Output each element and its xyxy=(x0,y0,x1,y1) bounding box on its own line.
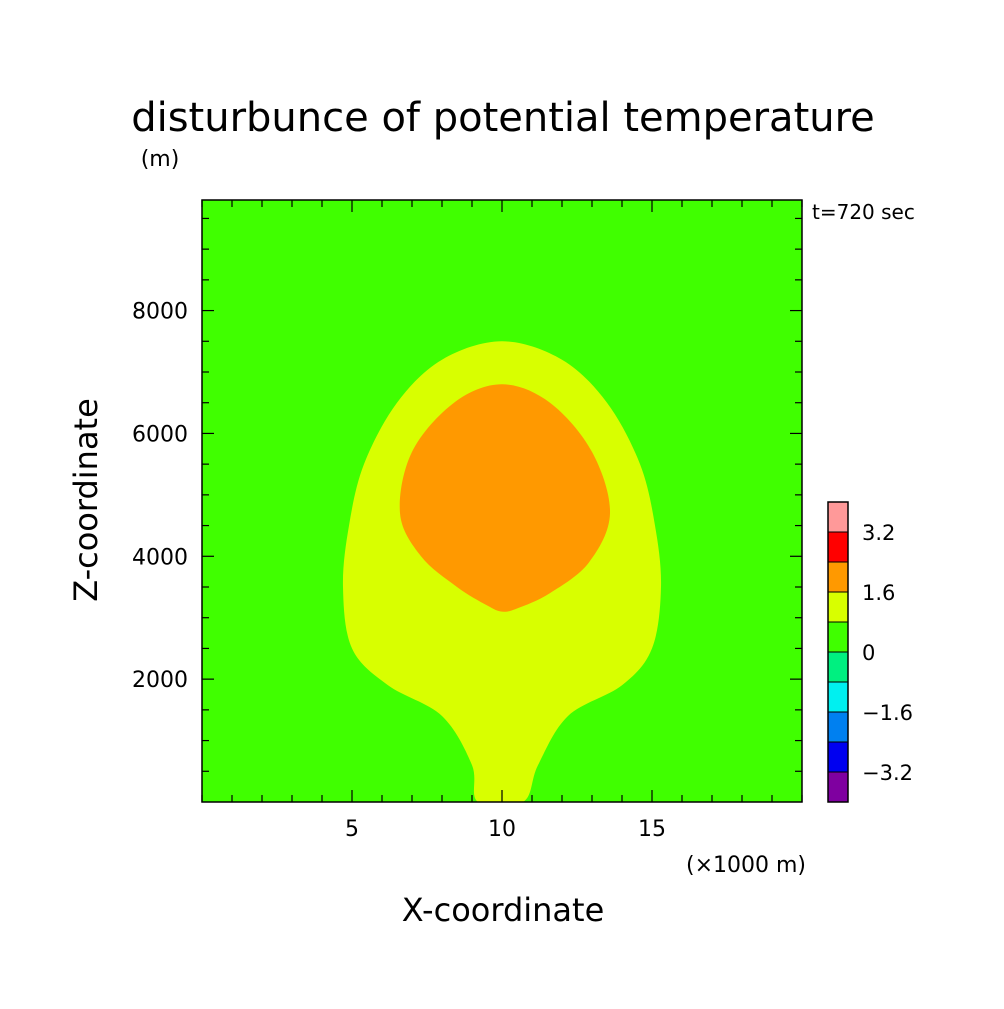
x-tick-label: 15 xyxy=(638,817,666,842)
colorbar-tick-label: −1.6 xyxy=(862,701,913,725)
y-tick-label: 2000 xyxy=(132,668,188,693)
colorbar-tick-label: 0 xyxy=(862,641,875,665)
colorbar-tick-label: −3.2 xyxy=(862,761,913,785)
x-axis-unit: (×1000 m) xyxy=(686,853,806,878)
colorbar-swatch xyxy=(827,531,849,563)
colorbar-swatch xyxy=(827,711,849,743)
axes: 5 10 15 2000 4000 6000 8000 xyxy=(132,199,803,842)
plot-area xyxy=(202,200,802,802)
y-tick-label: 4000 xyxy=(132,545,188,570)
x-tick-label: 5 xyxy=(345,817,359,842)
colorbar-swatch xyxy=(827,591,849,623)
time-label: t=720 sec xyxy=(812,200,915,224)
x-axis-label: X-coordinate xyxy=(402,891,605,929)
contour-region-1_6-to-2_4 xyxy=(399,384,611,612)
y-axis-label: Z-coordinate xyxy=(67,398,105,602)
x-tick-label: 10 xyxy=(488,817,516,842)
colorbar: 3.2 1.6 0 −1.6 −3.2 xyxy=(827,501,913,803)
colorbar-swatch xyxy=(827,501,849,533)
colorbar-swatch xyxy=(827,741,849,773)
colorbar-swatch xyxy=(827,621,849,653)
colorbar-swatch xyxy=(827,651,849,683)
colorbar-swatch xyxy=(827,771,849,803)
title-unit: (m) xyxy=(141,147,180,172)
colorbar-swatch xyxy=(827,681,849,713)
y-tick-label: 8000 xyxy=(132,300,188,325)
colorbar-swatch xyxy=(827,561,849,593)
chart-title: disturbunce of potential temperature xyxy=(131,95,875,141)
colorbar-tick-label: 1.6 xyxy=(862,581,895,605)
colorbar-tick-label: 3.2 xyxy=(862,521,895,545)
y-tick-label: 6000 xyxy=(132,422,188,447)
colorbar-frame xyxy=(827,501,849,803)
